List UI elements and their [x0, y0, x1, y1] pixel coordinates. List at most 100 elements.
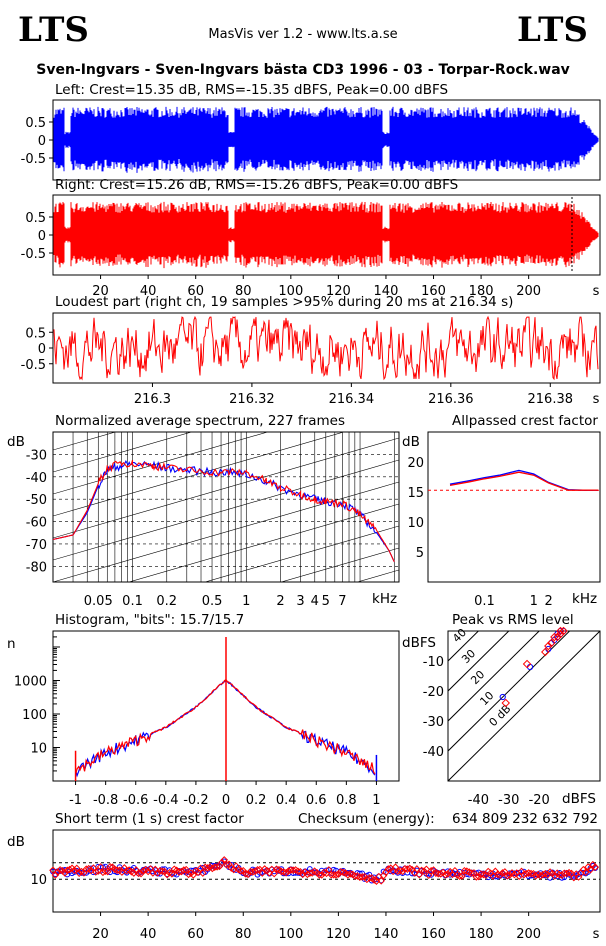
crest-point [581, 868, 590, 877]
histogram-ylabel: n [7, 636, 16, 652]
crest-point [220, 856, 229, 864]
slope-line [204, 525, 399, 582]
loudest-trace [53, 315, 599, 381]
x-tick-label: 100 [278, 927, 303, 942]
peakrms-point [544, 641, 553, 651]
crest-point [130, 869, 138, 877]
y-tick-label: -40 [423, 745, 444, 760]
x-tick-label: 160 [421, 284, 446, 299]
crest-point [458, 872, 466, 880]
crest-point [591, 863, 600, 871]
allpass-series [449, 471, 598, 491]
checksum-value: 634 809 232 632 792 [452, 811, 599, 827]
x-tick-label: -20 [529, 793, 550, 808]
x-tick-label: 200 [516, 927, 541, 942]
x-tick-label: 60 [187, 284, 204, 299]
crest-point [298, 870, 307, 879]
crest-point [377, 876, 386, 885]
slope-line [280, 547, 399, 582]
x-tick-label: 40 [140, 927, 157, 942]
crest-point [163, 870, 171, 879]
crest-line [448, 631, 571, 752]
crest-point [315, 871, 324, 879]
y-tick-label: 10 [30, 741, 47, 756]
x-tick-label: 1 [530, 594, 538, 609]
y-tick-label: -80 [26, 560, 47, 575]
y-tick-label: -30 [423, 715, 444, 730]
crest-point [103, 867, 112, 876]
crest-point [443, 870, 452, 878]
crest-line-label: 40 [450, 626, 469, 645]
x-tick-label: 2 [544, 594, 552, 609]
slope-line [53, 306, 399, 406]
y-tick-label: -40 [26, 471, 47, 486]
x-tick-label: 0.4 [276, 793, 297, 808]
crest-point [586, 865, 595, 874]
slope-line [53, 432, 193, 473]
crest-point [398, 867, 407, 876]
crest-point [508, 869, 516, 877]
y-tick-label: -70 [26, 538, 47, 553]
crest-line [448, 631, 540, 722]
peakrms-point [559, 626, 568, 636]
y-tick-label: -60 [26, 516, 47, 531]
right-channel-title: Right: Crest=15.26 dB, RMS=-15.26 dBFS, … [55, 177, 459, 193]
allpass-xunit: kHz [572, 591, 598, 607]
y-tick-label: 0 [38, 134, 46, 149]
histogram-title: Histogram, "bits": 15.7/15.7 [55, 612, 245, 628]
slope-line [53, 432, 117, 451]
x-tick-label: 216.3 [134, 392, 171, 407]
crest-line-label: 30 [459, 647, 478, 666]
waveform-trace [53, 106, 599, 173]
x-tick-label: 0.6 [306, 793, 327, 808]
crest-point [420, 867, 428, 875]
crest-point [115, 866, 124, 875]
allpass-ylabel: dB [402, 434, 420, 450]
crest-point [313, 868, 321, 877]
crest-line-label: 10 [477, 689, 496, 708]
x-tick-label: 0.2 [246, 793, 267, 808]
crest-line [448, 631, 600, 781]
crest-point [367, 874, 376, 882]
crest-point [137, 869, 145, 878]
slope-line [53, 437, 399, 539]
x-tick-label: 0.5 [202, 594, 223, 609]
allpass-crest-title: Allpassed crest factor [452, 413, 598, 429]
x-tick-label: 2 [276, 594, 284, 609]
y-tick-label: -20 [423, 685, 444, 700]
y-tick-label: -0.5 [21, 358, 46, 373]
peakrms-point [501, 698, 511, 708]
crest-point [182, 865, 191, 874]
logo-right: LTS [517, 10, 588, 50]
crest-point [308, 869, 317, 877]
x-tick-label: 100 [278, 284, 303, 299]
y-tick-label: 0.5 [25, 116, 46, 131]
x-tick-label: 0.8 [336, 793, 357, 808]
peak-rms-title: Peak vs RMS level [452, 612, 574, 628]
crest-point [548, 869, 557, 878]
crest-point [58, 867, 67, 875]
app-version: MasVis ver 1.2 - www.lts.a.se [208, 27, 398, 42]
x-tick-label: 60 [187, 927, 204, 942]
x-tick-label: 0.2 [156, 594, 177, 609]
y-tick-label: 1000 [14, 674, 47, 689]
peakrms-xlabel: dBFS [562, 791, 596, 807]
crest-point [529, 869, 538, 878]
x-tick-label: 180 [469, 284, 494, 299]
peakrms-point [499, 693, 506, 701]
x-tick-label: 0 [222, 793, 230, 808]
allpass-frame [427, 431, 601, 583]
y-tick-label: -0.5 [21, 247, 46, 262]
x-tick-label: 20 [92, 927, 109, 942]
crest-point [199, 869, 207, 877]
track-title: Sven-Ingvars - Sven-Ingvars bästa CD3 19… [36, 62, 570, 78]
x-tick-label: 140 [374, 927, 399, 942]
crest-point [491, 867, 500, 876]
x-tick-label: 80 [235, 284, 252, 299]
x-tick-label: 1 [372, 793, 380, 808]
x-tick-label: -0.8 [93, 793, 118, 808]
x-tick-label: 0.05 [84, 594, 113, 609]
crest-point [380, 868, 387, 875]
x-tick-label: -0.4 [153, 793, 178, 808]
